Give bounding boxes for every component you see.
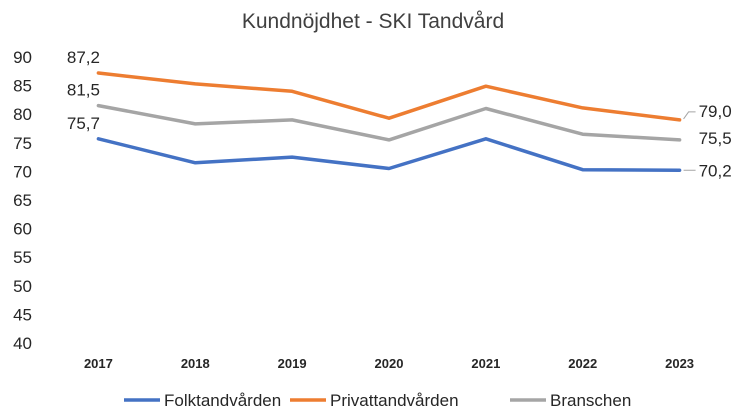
y-tick-label: 80 [13,105,32,124]
y-tick-label: 65 [13,191,32,210]
leader-line [683,111,696,120]
y-tick-label: 90 [13,48,32,67]
series-line-folktandvården [96,137,682,173]
y-tick-label: 50 [13,277,32,296]
legend-label: Folktandvården [164,391,281,410]
data-label: 70,2 [699,161,732,180]
x-tick-label: 2023 [665,356,694,371]
chart-title: Kundnöjdhet - SKI Tandvård [242,10,504,33]
series-line-branschen [96,103,682,142]
legend: Folktandvården Privattandvården Branschen [124,391,631,410]
y-tick-label: 60 [13,220,32,239]
series-group [96,71,682,173]
y-tick-label: 75 [13,134,32,153]
x-tick-label: 2019 [278,356,307,371]
y-axis: 40 45 50 55 60 65 70 75 80 85 90 [13,48,32,353]
data-label: 79,0 [699,102,732,121]
y-tick-label: 85 [13,77,32,96]
legend-label: Branschen [550,391,631,410]
y-tick-label: 45 [13,305,32,324]
data-label: 87,2 [67,48,100,67]
y-tick-label: 55 [13,248,32,267]
x-tick-label: 2017 [84,356,113,371]
data-label: 75,5 [699,129,732,148]
data-label: 75,7 [67,114,100,133]
y-tick-label: 40 [13,334,32,353]
x-axis: 2017 2018 2019 2020 2021 2022 2023 [84,356,694,371]
series-line-privattandvården [96,71,682,122]
x-tick-label: 2021 [471,356,500,371]
legend-label: Privattandvården [330,391,459,410]
data-label: 81,5 [67,81,100,100]
x-tick-label: 2020 [375,356,404,371]
x-tick-label: 2022 [568,356,597,371]
data-labels: 75,7 70,2 87,2 79,0 81,5 75,5 [67,48,732,180]
y-tick-label: 70 [13,162,32,181]
x-tick-label: 2018 [181,356,210,371]
